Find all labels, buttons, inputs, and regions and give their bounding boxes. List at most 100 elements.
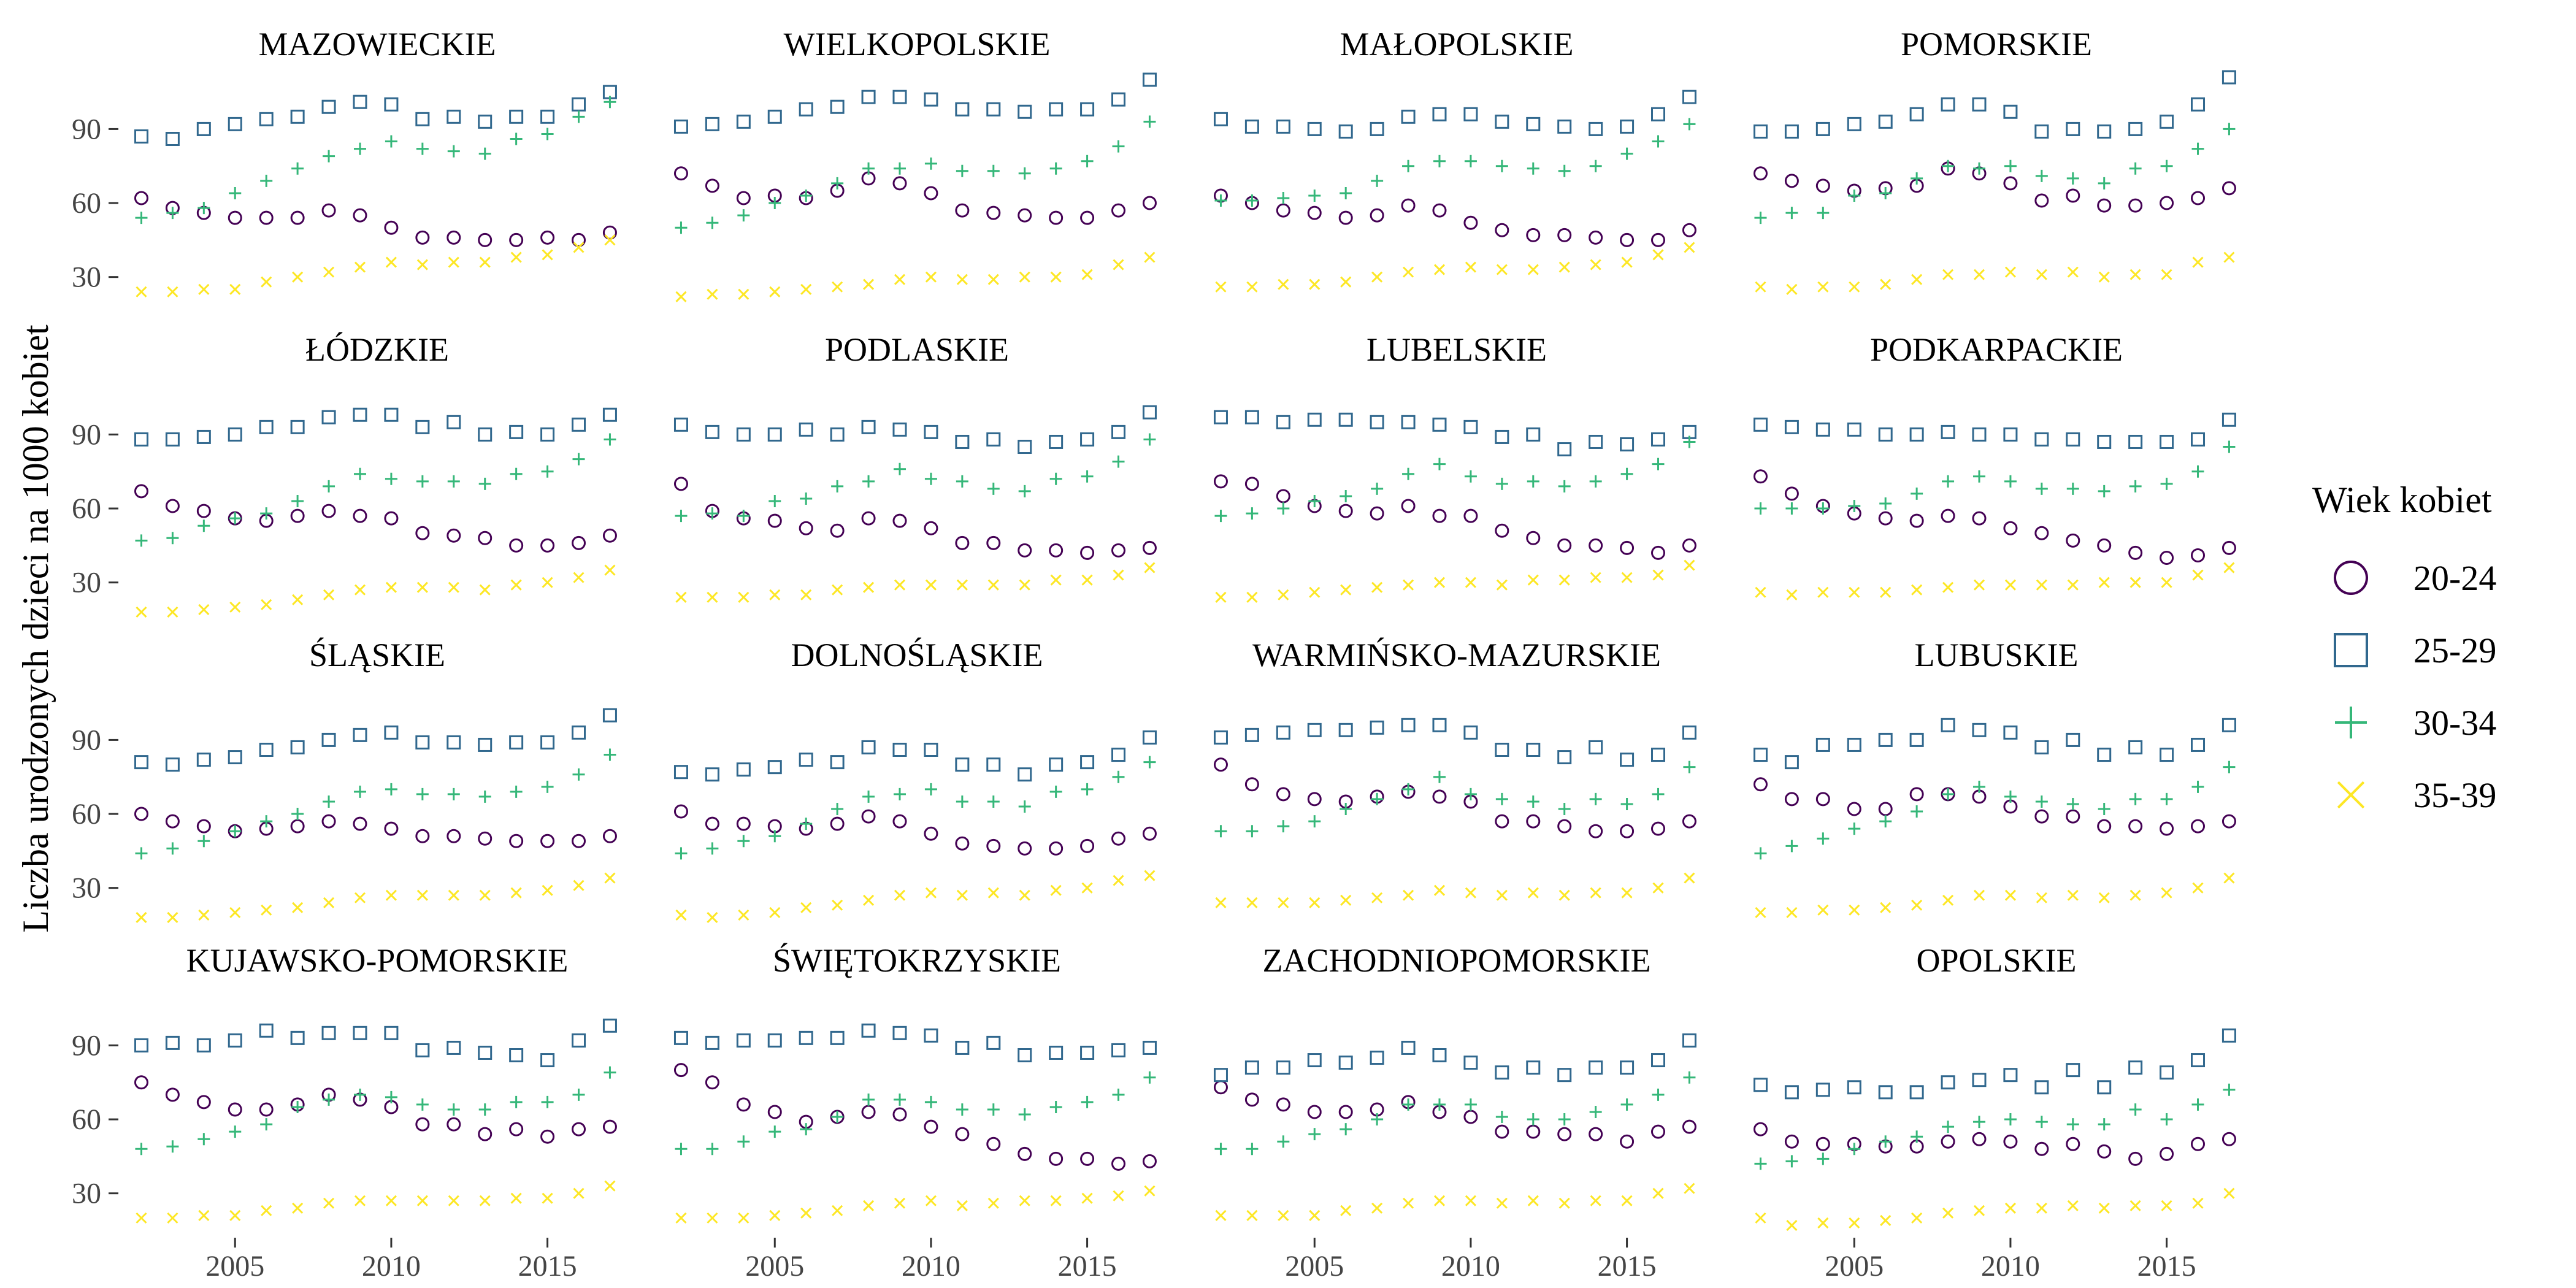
panel-pomorskie: POMORSKIE [1753,26,2236,295]
data-point [1144,562,1156,573]
data-point [602,829,617,843]
data-point [509,834,524,848]
data-point [924,424,938,439]
data-point [862,790,875,803]
data-point [1847,117,1861,131]
data-point [415,526,430,540]
data-point [1049,1045,1064,1060]
data-point [1244,410,1259,424]
data-point [800,589,812,600]
data-point [509,232,524,247]
series-20-24 [1213,1080,1696,1149]
data-point [986,838,1001,853]
data-point [1815,121,1830,136]
data-point [259,210,274,225]
series-25-29 [1213,718,1696,767]
data-point [167,911,178,923]
data-point [1754,847,1767,860]
panel-slaskie: ŚLĄSKIE 30 60 90 [72,637,617,923]
data-point [736,1033,751,1048]
y-tick-label: 60 [72,493,101,525]
data-point [2129,1200,2141,1211]
data-point [1495,814,1509,829]
data-point [675,591,687,603]
data-point [1244,119,1259,134]
data-point [2098,177,2110,190]
data-point [1340,803,1352,815]
series-25-29 [673,1023,1157,1062]
data-point [290,420,305,434]
data-point [1972,1132,1987,1146]
data-point [2160,1146,2174,1161]
x-tick-label: 2010 [362,1250,421,1282]
data-point [385,1195,397,1206]
data-point [769,589,781,600]
data-point [1276,415,1290,429]
data-point [165,1087,180,1102]
panel-title: LUBUSKIE [1915,637,2079,673]
data-point [1402,159,1415,172]
data-point [800,818,813,830]
data-point [1215,897,1227,908]
data-point [1784,755,1799,770]
data-point [1018,1048,1032,1062]
data-point [2098,1118,2110,1131]
data-point [353,816,367,831]
series-35-39 [675,1185,1156,1224]
data-point [2160,1065,2174,1080]
series-30-34 [1754,1083,2236,1170]
panel-malopolskie: MAŁOPOLSKIE [1213,26,1696,293]
data-point [229,601,241,613]
data-point [1112,455,1125,468]
data-point [2221,70,2236,85]
data-point [1817,904,1829,916]
data-point [416,1098,429,1111]
data-point [675,847,688,860]
data-point [675,1143,688,1156]
data-point [1942,269,1954,280]
data-point [673,765,688,780]
data-point [800,492,813,505]
data-point [1081,574,1093,586]
data-point [1817,832,1830,845]
data-point [830,523,845,538]
data-point [925,887,937,899]
data-point [707,1212,718,1224]
data-point [1244,777,1259,792]
series-35-39 [675,562,1156,603]
data-point [1942,581,1954,593]
data-point [1142,730,1157,745]
data-point [675,291,687,302]
data-point [229,283,241,295]
legend-item-25-29: 25-29 [2334,631,2496,670]
data-point [1815,737,1830,752]
data-point [572,97,586,112]
data-point [1817,502,1830,515]
series-30-34 [135,1066,616,1156]
data-point [956,164,968,177]
data-point [894,1197,906,1209]
data-point [415,829,430,843]
data-point [1371,174,1384,187]
data-point [1143,1071,1156,1084]
data-point [1143,433,1156,446]
x-tick-label: 2005 [745,1250,804,1282]
data-point [986,205,1001,220]
data-point [2223,562,2235,573]
data-point [675,221,688,234]
data-point [134,129,148,144]
data-point [2223,440,2236,453]
data-point [448,1195,459,1206]
data-point [1080,102,1095,117]
data-point [166,207,179,220]
series-25-29 [1753,412,2236,449]
data-point [1848,822,1861,835]
data-point [1753,1122,1768,1137]
data-point [1848,500,1861,513]
panel-title: ŚWIĘTOKRZYSKIE [773,942,1061,979]
data-point [924,826,938,841]
data-point [736,1097,751,1112]
data-point [1620,119,1635,134]
data-point [541,128,554,140]
data-point [2160,550,2174,565]
